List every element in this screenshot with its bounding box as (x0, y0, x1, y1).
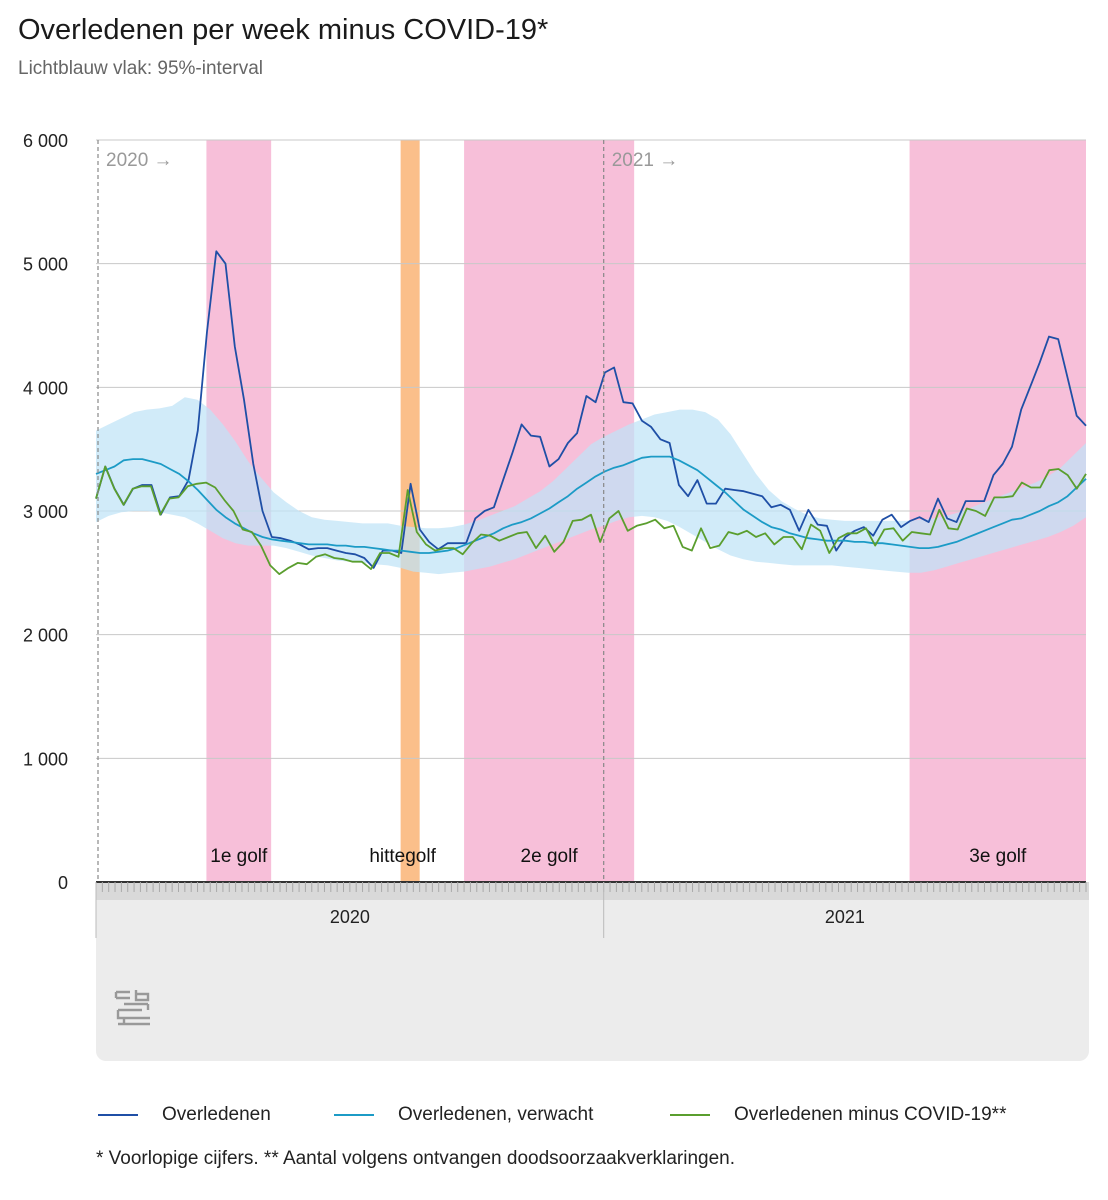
lower-panel-background (96, 882, 1089, 1061)
legend-swatch-minus-covid (670, 1114, 710, 1116)
legend-item-overledenen: Overledenen (98, 1104, 271, 1126)
year-marker-label-1: 2021 → (612, 150, 679, 171)
legend-item-verwacht: Overledenen, verwacht (334, 1104, 593, 1126)
confidence-interval-band (96, 397, 1086, 575)
series-line-0 (95, 250, 1087, 569)
tick-strip (96, 882, 1089, 900)
y-tick-label-4: 4 000 (23, 378, 68, 398)
x-axis-year-label-1: 2021 (825, 907, 865, 927)
period-label-1: hittegolf (369, 846, 436, 867)
period-label-0: 1e golf (210, 846, 268, 867)
footnote: * Voorlopige cijfers. ** Aantal volgens … (96, 1148, 736, 1169)
chart-subtitle: Lichtblauw vlak: 95%-interval (18, 58, 264, 79)
y-tick-label-5: 5 000 (23, 255, 68, 275)
legend-swatch-overledenen (98, 1114, 138, 1116)
y-tick-label-3: 3 000 (23, 502, 68, 522)
x-axis-year-label-0: 2020 (330, 907, 370, 927)
period-label-2: 2e golf (521, 846, 579, 867)
series-line-1 (95, 455, 1087, 554)
y-tick-label-6: 6 000 (23, 131, 68, 151)
cbs-logo (114, 990, 150, 1026)
chart: 0 1 000 2 000 3 000 4 000 5 000 6 000 2020 → 202… (23, 131, 1089, 1061)
y-tick-label-2: 2 000 (23, 626, 68, 646)
chart-title: Overledenen per week minus COVID-19* (18, 14, 549, 46)
year-marker-label-0: 2020 → (106, 150, 173, 171)
legend-label-overledenen: Overledenen (162, 1104, 271, 1125)
series-line-2 (95, 465, 1087, 575)
y-tick-label-1: 1 000 (23, 749, 68, 769)
legend-label-minus-covid: Overledenen minus COVID-19** (734, 1104, 1007, 1125)
period-label-3: 3e golf (969, 846, 1027, 867)
legend-item-minus-covid: Overledenen minus COVID-19** (670, 1104, 1006, 1126)
legend-swatch-verwacht (334, 1114, 374, 1116)
legend-label-verwacht: Overledenen, verwacht (398, 1104, 594, 1125)
y-tick-label-0: 0 (58, 873, 68, 893)
